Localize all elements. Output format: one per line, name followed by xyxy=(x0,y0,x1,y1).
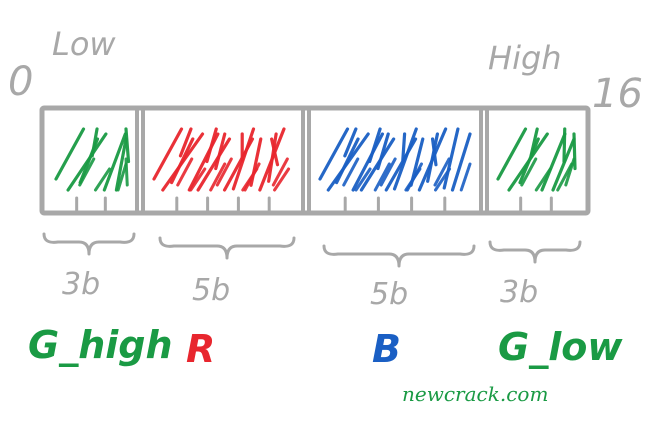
hatch-stroke xyxy=(114,137,128,192)
hatch-stroke xyxy=(459,162,472,192)
hatch-layer xyxy=(54,127,577,192)
g-low-field-label: G_low xyxy=(498,325,623,369)
hatch-stroke xyxy=(562,127,567,164)
hatch-stroke xyxy=(442,127,460,190)
r-field-label: R xyxy=(186,327,216,371)
hatch-stroke xyxy=(249,137,263,187)
hatch-stroke xyxy=(376,132,390,171)
scale-high-label: High xyxy=(488,39,562,77)
hatch-stroke xyxy=(334,137,360,185)
hatch-stroke xyxy=(170,137,195,185)
watermark: newcrack.com xyxy=(402,382,549,406)
hatch-stroke xyxy=(433,157,451,187)
hatch-stroke xyxy=(551,137,576,192)
bit-brace xyxy=(158,236,296,260)
bit-brace xyxy=(42,232,136,256)
hatch-stroke xyxy=(152,127,184,181)
hatch-stroke xyxy=(379,157,397,187)
hatch-stroke xyxy=(116,162,128,192)
hatch-stroke xyxy=(351,132,385,192)
hatch-stroke xyxy=(318,127,350,181)
hatch-stroke xyxy=(540,132,567,192)
hatch-stroke xyxy=(529,127,539,158)
hatch-stroke xyxy=(572,132,577,171)
hatch-stroke xyxy=(102,132,127,192)
hatch-stroke xyxy=(215,157,233,187)
hatch-stroke xyxy=(273,167,291,192)
hatch-stroke xyxy=(342,157,360,187)
hatch-stroke xyxy=(270,137,280,167)
hatch-stroke xyxy=(343,127,358,158)
hatch-stroke xyxy=(564,157,576,187)
hatch-stroke xyxy=(178,127,193,158)
hatch-stroke xyxy=(93,167,111,192)
hatch-stroke xyxy=(373,162,391,192)
hatch-stroke xyxy=(90,127,99,158)
hatch-stroke xyxy=(401,132,407,162)
hatch-stroke xyxy=(392,127,418,191)
register-outline xyxy=(39,105,591,216)
g-low-bit-count: 3b xyxy=(500,275,539,310)
hatch-stroke xyxy=(176,157,194,187)
scale-start-label: 0 xyxy=(8,59,34,105)
scale-end-label: 16 xyxy=(592,71,643,117)
scale-low-label: Low xyxy=(52,25,116,63)
r-bit-count: 5b xyxy=(192,273,231,308)
hatch-stroke xyxy=(189,167,207,192)
hatch-stroke xyxy=(267,132,278,183)
brace-layer xyxy=(42,232,582,268)
hatch-stroke xyxy=(518,137,540,185)
hatch-stroke xyxy=(409,137,425,187)
hatch-stroke xyxy=(430,137,438,167)
hatch-stroke xyxy=(556,162,574,192)
bit-brace xyxy=(488,240,582,264)
hatch-stroke xyxy=(205,127,218,164)
g-high-field-label: G_high xyxy=(28,323,173,367)
hatch-stroke xyxy=(196,137,232,192)
hatch-stroke xyxy=(354,167,372,192)
hatch-stroke xyxy=(496,127,528,181)
hatch-stroke xyxy=(209,162,227,192)
hatch-stroke xyxy=(124,127,131,164)
hatch-stroke xyxy=(124,157,129,187)
hatch-stroke xyxy=(54,127,86,181)
bit-brace xyxy=(322,244,476,268)
hatch-stroke xyxy=(520,157,538,187)
hatch-stroke xyxy=(368,127,382,164)
hatch-stroke xyxy=(426,132,440,183)
hatch-stroke xyxy=(450,132,472,192)
b-field-label: B xyxy=(372,327,401,371)
hatch-stroke xyxy=(214,132,227,171)
b-bit-count: 5b xyxy=(370,277,409,312)
hatch-stroke xyxy=(271,157,289,187)
register-frame xyxy=(39,105,591,216)
g-high-bit-count: 3b xyxy=(62,267,101,302)
